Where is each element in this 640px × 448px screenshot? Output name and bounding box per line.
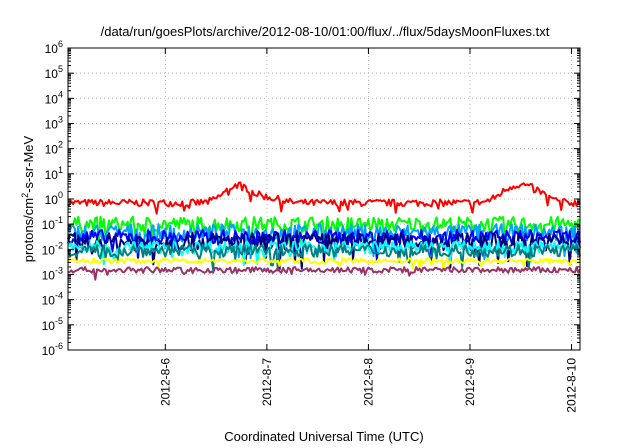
x-tick-label: 2012-8-8 [361, 358, 375, 406]
x-axis-ticks: 2012-8-6 2012-8-7 2012-8-8 2012-8-9 2012-8-1… [158, 48, 579, 413]
y-tick-label: 104 [45, 89, 63, 106]
flux-series-line [67, 181, 581, 215]
data-series [67, 181, 581, 281]
y-tick-label: 10-5 [42, 316, 63, 333]
y-tick-label: 101 [45, 165, 63, 182]
y-tick-label: 10-6 [42, 341, 63, 358]
x-axis-label: Coordinated Universal Time (UTC) [224, 429, 423, 444]
y-tick-label: 105 [45, 64, 63, 81]
y-tick-label: 10-4 [42, 291, 63, 308]
chart-title: /data/run/goesPlots/archive/2012-08-10/0… [101, 24, 550, 39]
y-tick-label: 102 [45, 140, 63, 157]
y-tick-label: 100 [45, 190, 63, 207]
y-axis-label-suffix: -s-sr-MeV [21, 135, 36, 192]
y-tick-label: 10-1 [42, 215, 63, 232]
x-tick-label: 2012-8-10 [565, 358, 579, 413]
flux-series-line [67, 240, 581, 266]
x-tick-label: 2012-8-6 [158, 358, 172, 406]
y-tick-label: 103 [45, 115, 63, 132]
y-tick-label: 106 [45, 39, 63, 56]
y-axis-label-sup: 2 [20, 193, 30, 198]
flux-series-line [67, 266, 581, 281]
flux-series-line [67, 223, 581, 261]
grid-lines [68, 48, 580, 350]
y-tick-label: 10-3 [42, 266, 63, 283]
flux-series-line [67, 243, 581, 272]
y-axis-label: protons/cm2-s-sr-MeV [20, 135, 36, 262]
y-axis-ticks: 10-6 10-5 10-4 10-3 10-2 10-1 100 101 102 103 104 1… [42, 39, 580, 358]
flux-series-line [67, 257, 581, 270]
y-axis-label-prefix: protons/cm [21, 198, 36, 262]
x-tick-label: 2012-8-9 [463, 358, 477, 406]
y-tick-label: 10-2 [42, 240, 63, 257]
x-tick-label: 2012-8-7 [260, 358, 274, 406]
